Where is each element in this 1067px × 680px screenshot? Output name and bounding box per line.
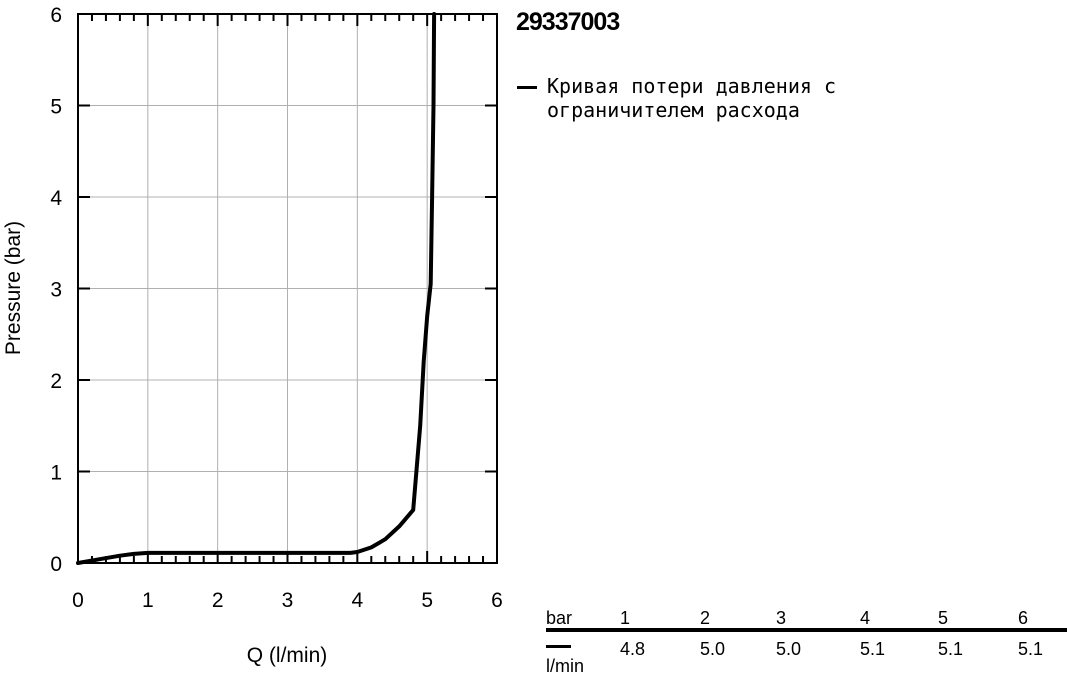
table-pressure-cell: 3 (776, 608, 787, 628)
table-header-unit: bar (546, 608, 573, 628)
table-flow-cell: 5.1 (1018, 639, 1044, 659)
table-flow-cell: 4.8 (620, 639, 646, 659)
x-axis-label: Q (l/min) (247, 644, 328, 667)
pressure-flow-chart: 0 1 2 3 4 5 6 0 1 2 3 4 5 6 Q (l/min) Pressure (bar) (2, 4, 503, 667)
y-tick-label: 5 (50, 96, 62, 119)
legend-label: Кривая потери давления с ограничителем р… (547, 74, 836, 122)
y-tick-label: 0 (50, 553, 62, 576)
x-tick-label: 5 (421, 589, 433, 612)
table-row-unit: l/min (546, 656, 585, 676)
table-pressure-cell: 1 (620, 608, 631, 628)
legend-swatch (517, 86, 537, 89)
table-rule (546, 628, 1067, 632)
grid (78, 14, 497, 563)
table-flow-cell: 5.0 (700, 639, 726, 659)
y-tick-label: 6 (50, 4, 62, 27)
y-axis-label: Pressure (bar) (2, 221, 25, 355)
x-tick-label: 3 (282, 589, 294, 612)
x-tick-label: 0 (72, 589, 84, 612)
legend: Кривая потери давления с ограничителем р… (517, 74, 947, 122)
table-pressure-cell: 5 (938, 608, 949, 628)
x-tick-label: 4 (351, 589, 363, 612)
y-tick-label: 1 (50, 462, 62, 485)
table-flow-cell: 5.0 (776, 639, 802, 659)
table-pressure-cell: 2 (700, 608, 711, 628)
table-pressure-cell: 6 (1018, 608, 1029, 628)
y-tick-label: 3 (50, 279, 62, 302)
table-flow-cell: 5.1 (860, 639, 886, 659)
x-tick-label: 2 (212, 589, 224, 612)
series-line (76, 12, 437, 565)
x-tick-label: 6 (491, 589, 503, 612)
table-pressure-cell: 4 (860, 608, 871, 628)
pressure-flow-table: bar l/min 1 4.8 2 5.0 3 5.0 4 5.1 5 5.1 6 5.1 (546, 606, 1067, 680)
y-tick-label: 4 (50, 187, 62, 210)
plot-frame (77, 13, 498, 564)
tick-labels: 0 1 2 3 4 5 6 0 1 2 3 4 5 6 (50, 4, 503, 612)
chart-title: 29337003 (516, 8, 620, 36)
x-tick-label: 1 (142, 589, 154, 612)
series-layer (76, 12, 437, 565)
table-series-swatch (546, 645, 571, 648)
y-tick-label: 2 (50, 370, 62, 393)
table-flow-cell: 5.1 (938, 639, 964, 659)
